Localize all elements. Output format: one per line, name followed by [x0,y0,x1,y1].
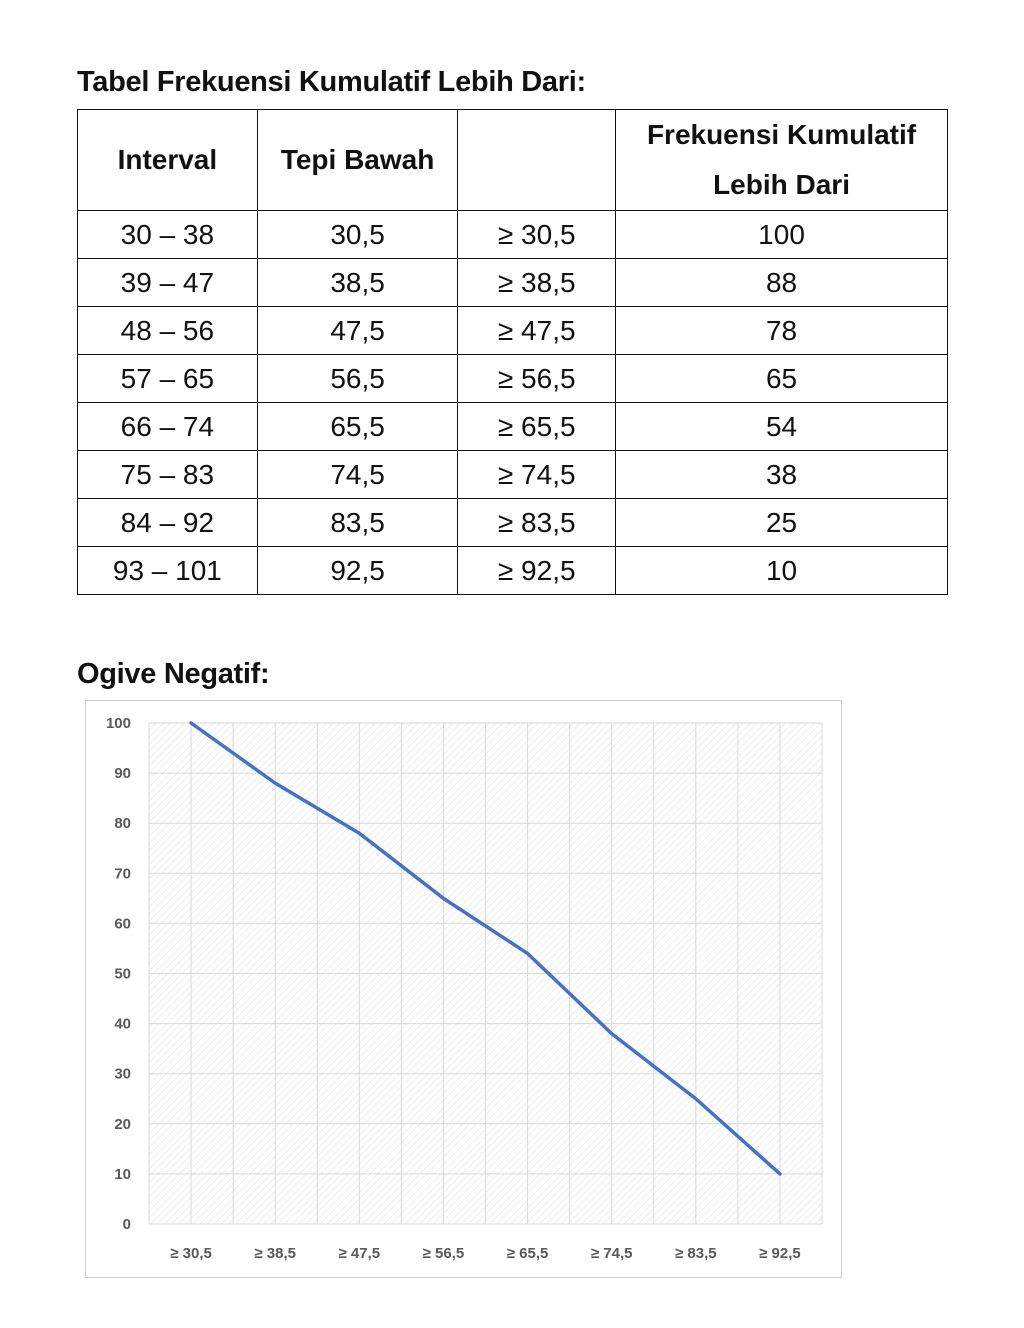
y-tick-label: 0 [123,1216,131,1233]
header-lower-boundary: Tepi Bawah [256,109,459,211]
cell-lower-boundary: 92,5 [256,546,459,595]
y-tick-label: 30 [114,1066,131,1083]
cell-interval: 30 – 38 [77,210,258,259]
chart-heading: Ogive Negatif: [77,658,270,690]
cell-lower-boundary: 83,5 [256,498,459,547]
y-tick-label: 50 [114,966,131,983]
cell-interval: 93 – 101 [77,546,258,595]
cell-condition: ≥ 74,5 [457,450,617,499]
cell-cumulative-frequency: 65 [615,354,948,403]
y-tick-label: 40 [114,1016,131,1033]
table-row: 93 – 101 92,5 ≥ 92,5 10 [77,546,948,595]
cell-cumulative-frequency: 38 [615,450,948,499]
cell-condition: ≥ 65,5 [457,402,617,451]
cell-condition: ≥ 47,5 [457,306,617,355]
cell-condition: ≥ 38,5 [457,258,617,307]
y-tick-label: 70 [114,865,131,882]
cell-cumulative-frequency: 25 [615,498,948,547]
cell-lower-boundary: 65,5 [256,402,459,451]
cell-interval: 66 – 74 [77,402,258,451]
x-tick-label: ≥ 56,5 [423,1245,465,1262]
ogive-chart: 0 10 20 30 40 50 60 70 80 90 100 ≥ 30,5 ≥ 38,5 ≥ 47,5… [85,700,842,1278]
x-tick-label: ≥ 74,5 [591,1245,633,1262]
cell-cumulative-frequency: 88 [615,258,948,307]
cell-interval: 75 – 83 [77,450,258,499]
header-cumulative-frequency: Frekuensi Kumulatif Lebih Dari [615,109,948,211]
y-tick-label: 80 [114,815,131,832]
cell-lower-boundary: 74,5 [256,450,459,499]
y-tick-label: 20 [114,1116,131,1133]
table-header-row: Interval Tepi Bawah Frekuensi Kumulatif … [77,109,948,211]
y-tick-label: 10 [114,1166,131,1183]
cell-condition: ≥ 92,5 [457,546,617,595]
x-tick-label: ≥ 38,5 [254,1245,296,1262]
cell-condition: ≥ 83,5 [457,498,617,547]
cell-lower-boundary: 56,5 [256,354,459,403]
header-cumulative-frequency-text: Frekuensi Kumulatif Lebih Dari [646,119,917,200]
cell-interval: 84 – 92 [77,498,258,547]
cell-interval: 39 – 47 [77,258,258,307]
cell-condition: ≥ 30,5 [457,210,617,259]
cell-cumulative-frequency: 100 [615,210,948,259]
header-condition [457,109,617,211]
table-row: 48 – 56 47,5 ≥ 47,5 78 [77,306,948,355]
x-tick-label: ≥ 92,5 [759,1245,801,1262]
x-tick-label: ≥ 47,5 [339,1245,381,1262]
table-title: Tabel Frekuensi Kumulatif Lebih Dari: [77,66,586,98]
x-tick-label: ≥ 65,5 [507,1245,549,1262]
ogive-chart-svg: 0 10 20 30 40 50 60 70 80 90 100 ≥ 30,5 ≥ 38,5 ≥ 47,5… [106,715,823,1262]
cell-cumulative-frequency: 54 [615,402,948,451]
cell-interval: 48 – 56 [77,306,258,355]
y-tick-label: 90 [114,765,131,782]
cell-lower-boundary: 30,5 [256,210,459,259]
y-tick-label: 60 [114,915,131,932]
cell-lower-boundary: 38,5 [256,258,459,307]
table-row: 30 – 38 30,5 ≥ 30,5 100 [77,210,948,259]
cell-cumulative-frequency: 10 [615,546,948,595]
header-interval: Interval [77,109,258,211]
cell-cumulative-frequency: 78 [615,306,948,355]
table-row: 84 – 92 83,5 ≥ 83,5 25 [77,498,948,547]
x-tick-label: ≥ 30,5 [170,1245,212,1262]
table-row: 75 – 83 74,5 ≥ 74,5 38 [77,450,948,499]
table-row: 66 – 74 65,5 ≥ 65,5 54 [77,402,948,451]
y-tick-label: 100 [106,715,131,732]
x-tick-label: ≥ 83,5 [675,1245,717,1262]
cell-condition: ≥ 56,5 [457,354,617,403]
table-row: 57 – 65 56,5 ≥ 56,5 65 [77,354,948,403]
cell-lower-boundary: 47,5 [256,306,459,355]
table-row: 39 – 47 38,5 ≥ 38,5 88 [77,258,948,307]
frequency-table: Interval Tepi Bawah Frekuensi Kumulatif … [77,109,948,595]
cell-interval: 57 – 65 [77,354,258,403]
series-line [189,721,782,1176]
